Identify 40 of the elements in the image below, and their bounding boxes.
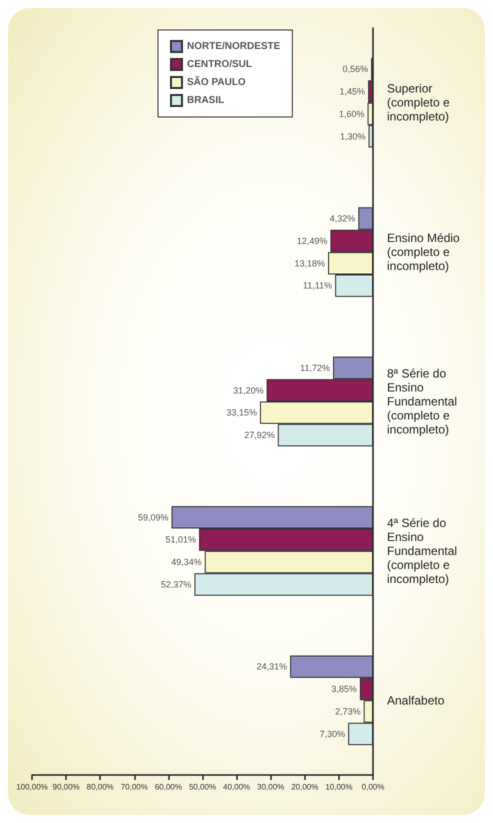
data-label: 49,34%	[171, 557, 202, 568]
data-label: 1,60%	[339, 108, 365, 119]
y-tick-label: 4ª Série do Ensino Fundamental (completo e incompleto)	[387, 516, 458, 586]
data-label: 31,20%	[233, 385, 264, 396]
x-tick-label: 10,00%	[325, 782, 352, 792]
data-label: 2,73%	[335, 706, 361, 717]
data-label: 24,31%	[256, 662, 288, 672]
x-tick-label: 60,00%	[154, 782, 182, 792]
data-label: 33,15%	[226, 408, 257, 418]
data-label: 12,49%	[296, 236, 328, 246]
x-tick-label: 40,00%	[223, 782, 250, 792]
legend-label: NORTE/NORDESTE	[187, 41, 281, 52]
data-label: 13,18%	[294, 258, 326, 268]
y-tick-label: Superior (completo e incompleto)	[387, 82, 450, 124]
data-label: 1,30%	[340, 131, 366, 142]
y-tick-label: 8ª Série do Ensino Fundamental (completo e incompleto)	[387, 366, 458, 436]
data-label: 52,37%	[160, 580, 192, 590]
x-tick-label: 100,00%	[16, 782, 48, 792]
data-label: 7,30%	[320, 728, 346, 739]
data-label: 51,01%	[166, 534, 196, 545]
data-label: 4,32%	[330, 213, 356, 224]
legend-label: SÃO PAULO	[187, 76, 246, 88]
x-tick-label: 80,00%	[86, 782, 114, 792]
y-tick-label: Ensino Médio (completo e incompleto)	[387, 231, 460, 274]
data-label: 59,09%	[138, 512, 169, 522]
x-tick-label: 50,00%	[188, 782, 216, 792]
data-label: 0,56%	[342, 64, 368, 74]
x-tick-label: 0,00%	[362, 782, 384, 792]
legend-label: CENTRO/SUL	[187, 59, 252, 70]
x-tick-label: 70,00%	[120, 782, 148, 792]
data-label: 3,85%	[331, 684, 357, 694]
x-tick-label: 20,00%	[291, 782, 318, 792]
y-tick-label: Analfabeto	[387, 693, 445, 708]
legend-label: BRASIL	[187, 95, 224, 106]
data-label: 1,45%	[340, 86, 366, 96]
x-tick-label: 90,00%	[52, 782, 80, 792]
x-tick-label: 30,00%	[257, 782, 284, 792]
data-label: 11,72%	[300, 362, 330, 373]
data-label: 11,11%	[302, 280, 332, 291]
data-label: 27,92%	[244, 430, 275, 440]
